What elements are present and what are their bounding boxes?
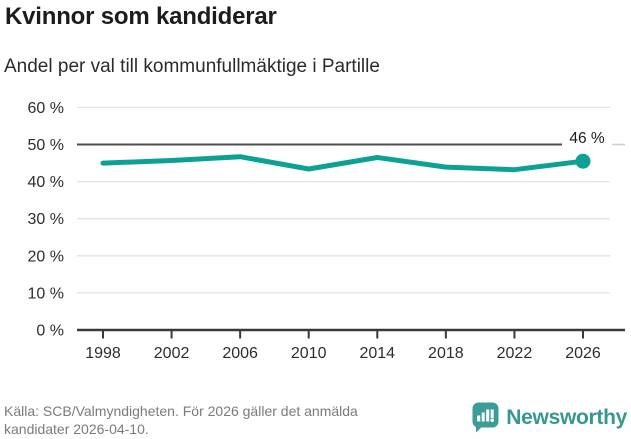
- y-tick-label: 50 %: [28, 137, 64, 154]
- page-title: Kvinnor som kandiderar: [5, 3, 277, 30]
- x-tick-label: 2006: [222, 345, 258, 362]
- chart-subtitle: Andel per val till kommunfullmäktige i P…: [4, 56, 380, 77]
- newsworthy-logo: Newsworthy: [472, 402, 627, 433]
- y-tick-label: 40 %: [28, 174, 64, 191]
- source-note: Källa: SCB/Valmyndigheten. För 2026 gäll…: [4, 403, 358, 437]
- x-tick-label: 2026: [565, 345, 601, 362]
- end-value-label: 46 %: [569, 130, 605, 147]
- y-tick-label: 60 %: [28, 100, 64, 117]
- newsworthy-bubble-chart-icon: [472, 402, 499, 433]
- x-tick-label: 2010: [291, 345, 327, 362]
- data-line: [100, 154, 586, 173]
- x-tick-label: 2014: [359, 345, 395, 362]
- newsworthy-wordmark: Newsworthy: [506, 405, 627, 429]
- y-tick-label: 30 %: [28, 211, 64, 228]
- x-tick-label: 2018: [428, 345, 464, 362]
- x-tick-label: 2002: [154, 345, 190, 362]
- y-tick-label: 0 %: [36, 323, 64, 340]
- x-tick-label: 1998: [85, 345, 121, 362]
- end-point-marker: [575, 153, 591, 169]
- y-tick-label: 10 %: [28, 285, 64, 302]
- x-tick-label: 2022: [497, 345, 533, 362]
- y-tick-label: 20 %: [28, 248, 64, 265]
